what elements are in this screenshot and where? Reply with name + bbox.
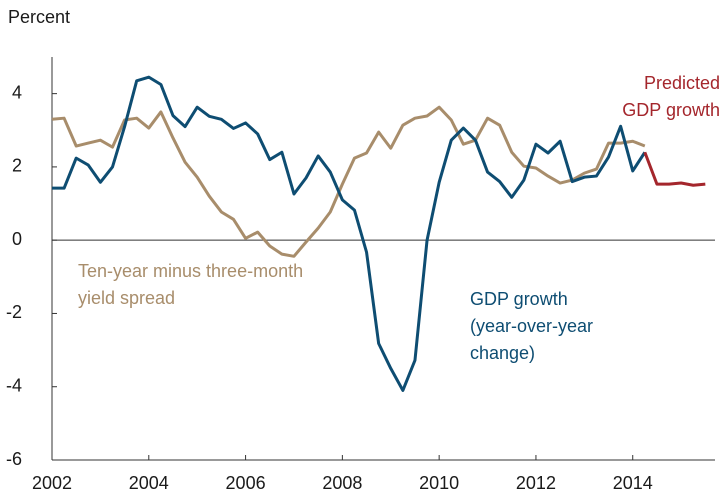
y-tick-label: -2: [6, 302, 22, 322]
y-tick-label: 0: [12, 229, 22, 249]
y-tick-label: -4: [6, 375, 22, 395]
series-label: (year-over-year: [470, 316, 593, 336]
series-line: [52, 75, 647, 392]
series-label: GDP growth: [622, 100, 720, 120]
series-label: yield spread: [78, 288, 175, 308]
y-tick-label: 2: [12, 156, 22, 176]
x-tick-label: 2002: [32, 473, 72, 493]
x-tick-label: 2006: [226, 473, 266, 493]
x-tick-label: 2010: [419, 473, 459, 493]
series-label: Ten-year minus three-month: [78, 261, 303, 281]
y-axis-label: Percent: [8, 7, 70, 27]
series-label: Predicted: [644, 73, 720, 93]
series-line: [51, 105, 646, 258]
x-tick-label: 2004: [129, 473, 169, 493]
series-line: [643, 151, 706, 187]
y-tick-label: -6: [6, 449, 22, 469]
series-label: change): [470, 343, 535, 363]
series-label: GDP growth: [470, 289, 568, 309]
x-tick-label: 2008: [322, 473, 362, 493]
y-tick-label: 4: [12, 82, 22, 102]
x-tick-label: 2012: [516, 473, 556, 493]
x-tick-label: 2014: [613, 473, 653, 493]
